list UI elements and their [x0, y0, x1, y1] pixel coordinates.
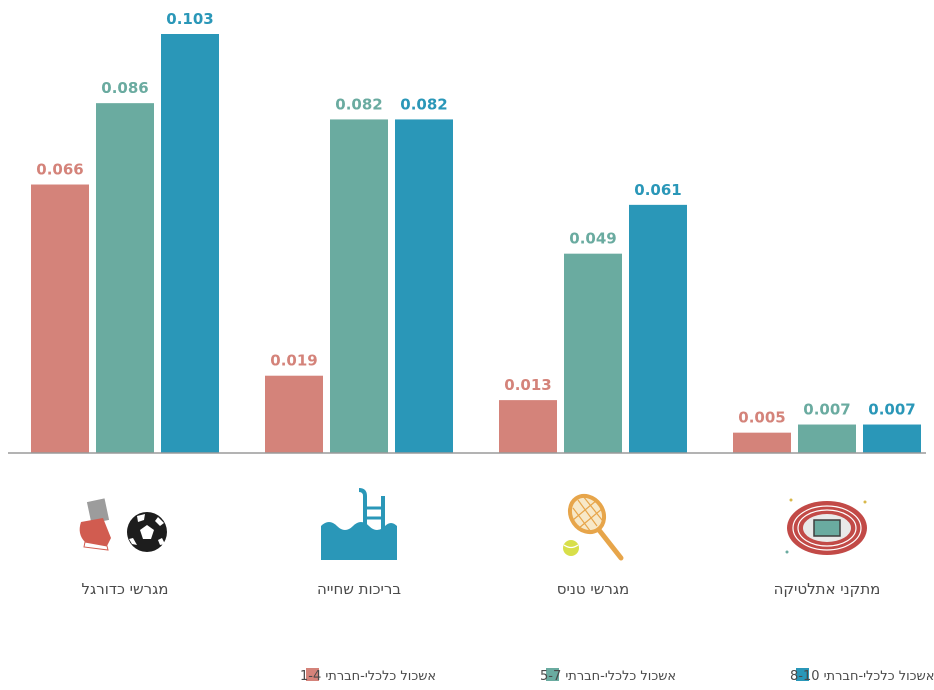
value-label-4-series-3: 0.007: [868, 401, 915, 419]
value-label-4-series-2: 0.007: [803, 401, 850, 419]
bar-4-series-1: [733, 432, 791, 453]
soccer-icon: [79, 498, 167, 552]
value-label-4-series-1: 0.005: [738, 409, 785, 427]
value-label-1-series-3: 0.103: [166, 10, 213, 28]
value-label-2-series-1: 0.019: [270, 352, 317, 370]
value-label-2-series-2: 0.082: [335, 95, 382, 113]
legend-label-series-3: אשכול כלכלי-חברתי 8-10: [790, 669, 934, 684]
bar-4-series-2: [798, 424, 856, 453]
bar-1-series-3: [161, 34, 219, 453]
legend: אשכול כלכלי-חברתי 8-10 אשכול כלכלי-חברתי…: [300, 668, 934, 684]
legend-swatch-series-3: [796, 668, 809, 681]
swimming-pool-icon: [321, 488, 397, 560]
bar-1-series-2: [96, 103, 154, 454]
value-label-1-series-2: 0.086: [101, 79, 148, 97]
category-label-pools: בריכות שחייה: [317, 580, 401, 598]
bar-2-series-2: [330, 119, 388, 453]
value-label-2-series-3: 0.082: [400, 95, 447, 113]
value-label-3-series-1: 0.013: [504, 376, 551, 394]
bar-3-series-1: [499, 400, 557, 453]
category-label-tennis: מגרשי טניס: [557, 580, 629, 598]
bar-2-series-1: [265, 375, 323, 453]
bars-group: [31, 34, 921, 454]
bar-1-series-1: [31, 184, 89, 453]
category-label-soccer: מגרשי כדורגל: [82, 580, 169, 598]
bar-3-series-2: [564, 253, 622, 453]
legend-swatch-series-1: [306, 668, 319, 681]
value-label-3-series-3: 0.061: [634, 181, 681, 199]
bar-4-series-3: [863, 424, 921, 453]
bar-3-series-3: [629, 204, 687, 453]
value-label-3-series-2: 0.049: [569, 230, 616, 248]
value-label-1-series-1: 0.066: [36, 161, 83, 179]
tennis-icon: [563, 493, 624, 561]
legend-swatch-series-2: [546, 668, 559, 681]
bar-2-series-3: [395, 119, 453, 453]
category-label-athletics: מתקני אתלטיקה: [774, 580, 881, 598]
legend-label-series-1: אשכול כלכלי-חברתי 1-4: [300, 669, 436, 684]
value-labels-group: 0.066 0.086 0.103 0.019 0.082 0.082 0.013 0.049…: [36, 10, 915, 427]
athletics-track-icon: [785, 498, 867, 555]
legend-label-series-2: אשכול כלכלי-חברתי 5-7: [540, 669, 676, 684]
